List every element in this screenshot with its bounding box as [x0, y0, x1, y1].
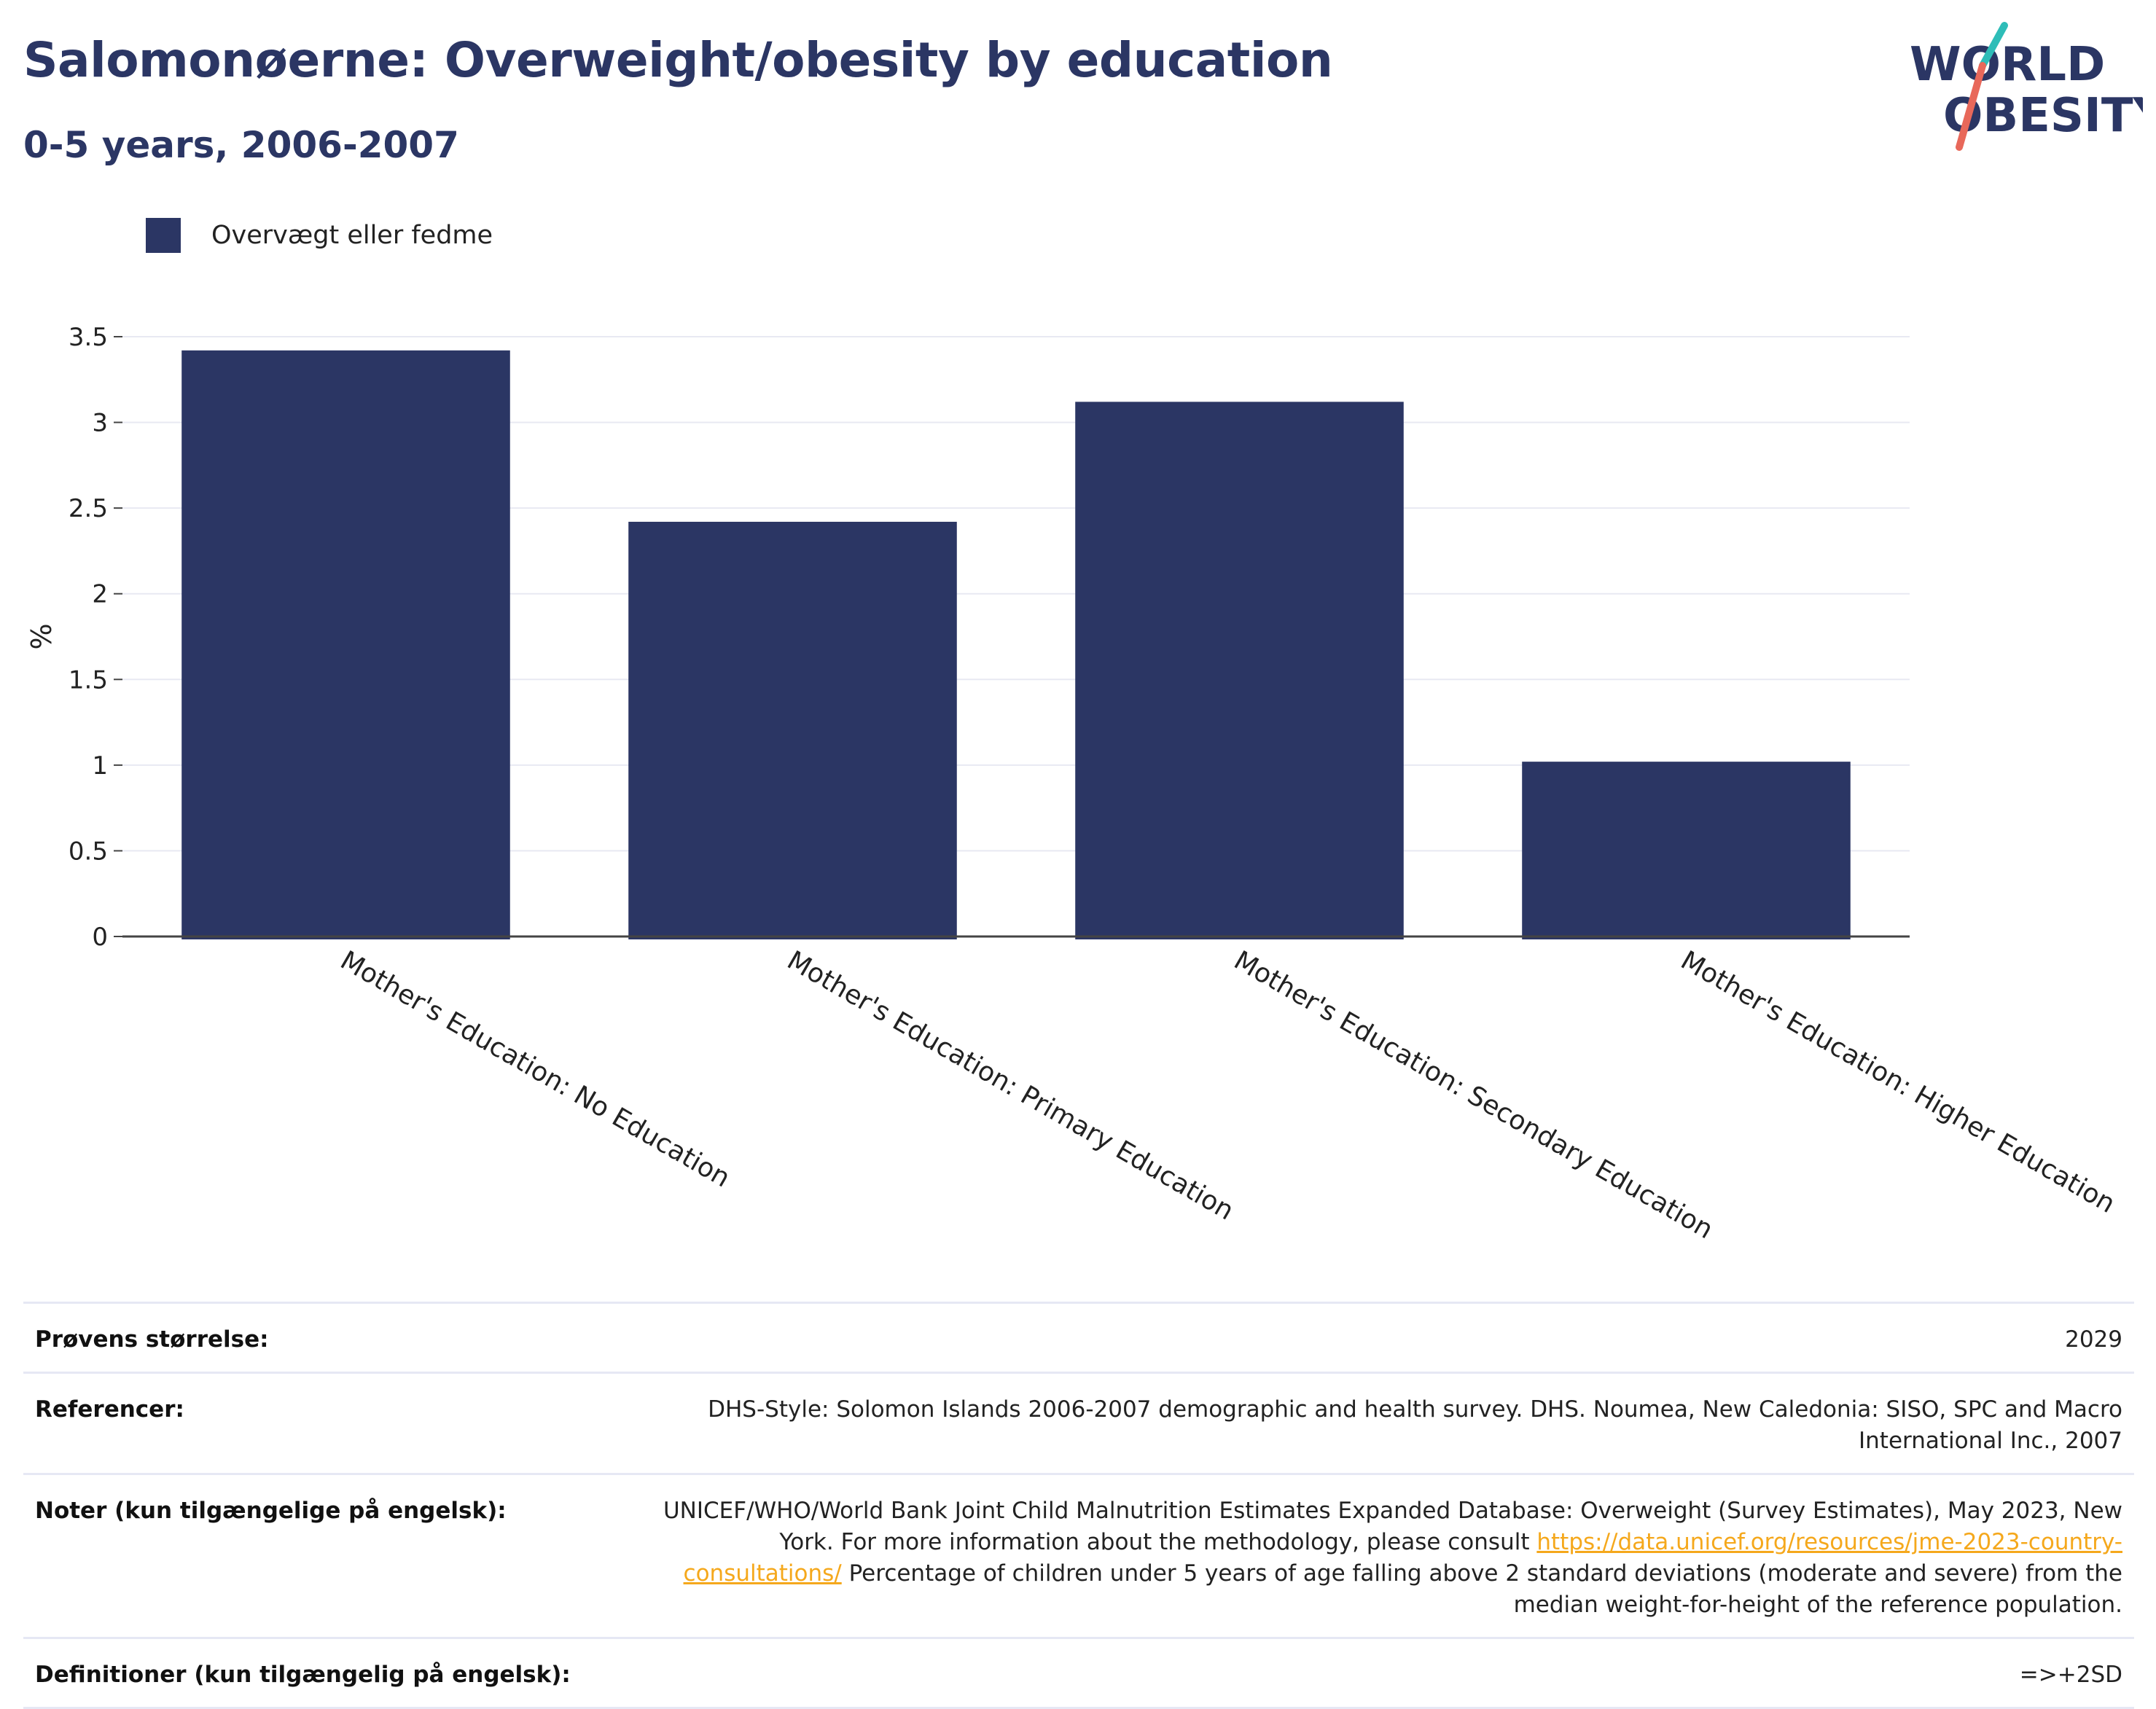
x-tick-label: Mother's Education: No Education [335, 945, 735, 1193]
bar [1075, 402, 1404, 939]
legend-label: Overvægt eller fedme [211, 221, 493, 250]
notes-text-after-link: Percentage of children under 5 years of … [841, 1560, 2122, 1618]
methodology-link[interactable]: https://data.unicef.org/resources/jme-20… [683, 1529, 2122, 1587]
chart-title: Salomonøerne: Overweight/obesity by educ… [23, 32, 1333, 88]
bar [628, 521, 957, 939]
definitions-value: =>+2SD [2019, 1662, 2122, 1688]
logo-slash-coral [1956, 62, 1986, 151]
info-row-references: Referencer: DHS-Style: Solomon Islands 2… [23, 1372, 2134, 1473]
references-value: DHS-Style: Solomon Islands 2006-2007 dem… [708, 1396, 2122, 1454]
world-obesity-logo: WORLD OBESITY [1910, 22, 2143, 151]
y-tick-label: 0.5 [69, 837, 108, 866]
y-tick-label: 0 [92, 923, 108, 952]
y-tick-label: 3.5 [69, 323, 108, 352]
y-tick-label: 2 [92, 580, 108, 609]
legend-swatch [146, 218, 181, 253]
logo-slash-teal [1979, 22, 2008, 69]
x-tick-label: Mother's Education: Secondary Education [1229, 945, 1718, 1245]
y-tick-label: 1 [92, 751, 108, 781]
info-row-definitions: Definitioner (kun tilgængelig på engelsk… [23, 1637, 2134, 1709]
info-row-notes: Noter (kun tilgængelige på engelsk): UNI… [23, 1473, 2134, 1637]
notes-value: UNICEF/WHO/World Bank Joint Child Malnut… [636, 1495, 2122, 1621]
x-tick-label: Mother's Education: Higher Education [1676, 945, 2120, 1219]
y-axis-label: % [26, 623, 58, 649]
info-table: Prøvens størrelse: 2029 Referencer: DHS-… [23, 1302, 2134, 1709]
references-label: Referencer: [35, 1396, 184, 1423]
notes-text-before-link: UNICEF/WHO/World Bank Joint Child Malnut… [663, 1498, 2122, 1555]
definitions-label: Definitioner (kun tilgængelig på engelsk… [35, 1662, 571, 1688]
y-tick-label: 2.5 [69, 494, 108, 523]
y-tick-label: 3 [92, 409, 108, 438]
sample-size-value: 2029 [2065, 1326, 2122, 1353]
chart-subtitle: 0-5 years, 2006-2007 [23, 124, 459, 166]
info-row-sample-size: Prøvens størrelse: 2029 [23, 1302, 2134, 1372]
chart-svg: 0 0.5 1 1.5 2 2.5 3 3.5% Mother's Education: No … [26, 323, 2120, 1245]
sample-size-label: Prøvens størrelse: [35, 1326, 269, 1353]
y-tick-label: 1.5 [69, 665, 108, 695]
bar-chart: 0 0.5 1 1.5 2 2.5 3 3.5% Mother's Education: No … [0, 277, 2156, 1249]
logo-word-world: WORLD [1910, 38, 2105, 92]
x-tick-label: Mother's Education: Primary Education [782, 945, 1238, 1226]
bar [181, 350, 510, 940]
notes-label: Noter (kun tilgængelige på engelsk): [35, 1498, 507, 1524]
bar [1522, 762, 1851, 939]
legend[interactable]: Overvægt eller fedme [146, 217, 493, 254]
